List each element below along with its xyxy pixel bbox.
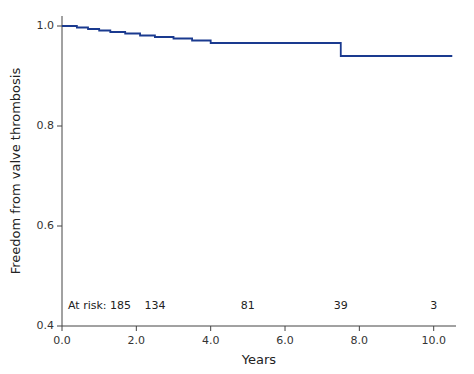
plot-area [62, 26, 452, 56]
x-tick-label: 2.0 [128, 334, 146, 347]
x-axis-line [62, 326, 456, 327]
x-tick-label: 8.0 [351, 334, 369, 347]
annotation: At risk: 185 [68, 299, 131, 312]
y-tick-label: 1.0 [37, 19, 55, 32]
x-tick [136, 326, 137, 331]
annotation: 3 [430, 299, 437, 312]
y-tick [57, 126, 62, 127]
x-tick [285, 326, 286, 331]
y-axis-label: Freedom from valve thrombosis [8, 68, 23, 275]
x-tick-label: 4.0 [202, 334, 220, 347]
y-tick [57, 26, 62, 27]
x-axis-label: Years [241, 352, 277, 367]
x-tick [210, 326, 211, 331]
x-tick-label: 0.0 [53, 334, 71, 347]
y-axis-line [62, 16, 63, 326]
annotation: 39 [334, 299, 348, 312]
x-tick-label: 10.0 [421, 334, 446, 347]
x-tick-label: 6.0 [276, 334, 294, 347]
y-tick [57, 326, 62, 327]
chart: 0.4 0.6 0.8 1.0 0.0 2.0 4.0 6.0 8.0 10.0 At risk: … [0, 0, 474, 374]
x-tick [62, 326, 63, 331]
x-tick [433, 326, 434, 331]
y-tick-label: 0.8 [37, 119, 55, 132]
y-tick-label: 0.6 [37, 219, 55, 232]
y-tick [57, 226, 62, 227]
y-tick-label: 0.4 [37, 319, 55, 332]
x-tick [359, 326, 360, 331]
annotation: 81 [241, 299, 255, 312]
survival-curve [62, 26, 452, 56]
annotation: 134 [144, 299, 165, 312]
